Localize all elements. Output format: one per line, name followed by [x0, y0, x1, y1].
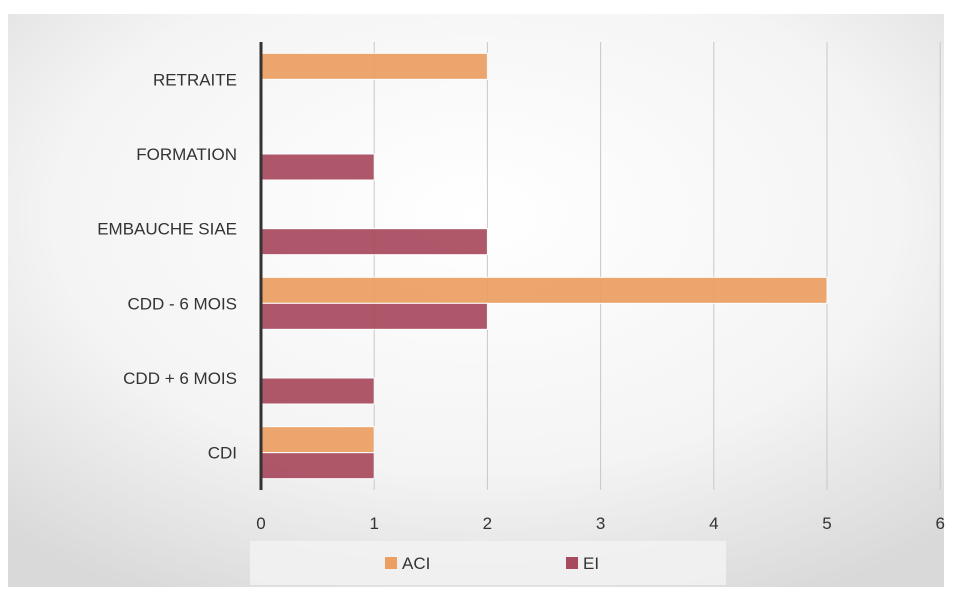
x-tick-label: 0 [256, 514, 265, 533]
category-label: RETRAITE [153, 70, 237, 89]
bar-ei-cdd-6-mois [260, 302, 488, 330]
gridlines [373, 42, 941, 490]
x-tick-label: 6 [935, 514, 944, 533]
legend-swatch-aci [385, 557, 397, 569]
category-label: CDI [208, 444, 237, 463]
legend: ACI EI [385, 554, 599, 573]
category-label: CDD - 6 MOIS [127, 294, 237, 313]
category-labels: RETRAITE FORMATION EMBAUCHE SIAE CDD - 6 MO… [97, 70, 237, 462]
bar-ei-embauche-siae [260, 228, 488, 256]
bar-ei-cdi [260, 452, 375, 480]
x-tick-label: 1 [369, 514, 378, 533]
x-tick-labels: 0 1 2 3 4 5 6 [256, 514, 945, 533]
bar-aci-cdi [260, 426, 375, 454]
legend-swatch-ei [566, 557, 578, 569]
bar-aci-cdd-6-mois [260, 276, 828, 304]
legend-box [250, 541, 726, 585]
x-tick-label: 5 [822, 514, 831, 533]
category-label: FORMATION [136, 145, 237, 164]
bar-ei-cdd-6-mois [260, 377, 375, 405]
bars [260, 52, 828, 480]
legend-label-ei: EI [583, 554, 599, 573]
category-label: EMBAUCHE SIAE [97, 220, 237, 239]
x-tick-label: 3 [596, 514, 605, 533]
x-tick-label: 4 [709, 514, 718, 533]
legend-label-aci: ACI [402, 554, 430, 573]
bar-aci-retraite [260, 52, 488, 80]
bar-ei-formation [260, 153, 375, 181]
x-tick-label: 2 [483, 514, 492, 533]
category-label: CDD + 6 MOIS [123, 369, 237, 388]
